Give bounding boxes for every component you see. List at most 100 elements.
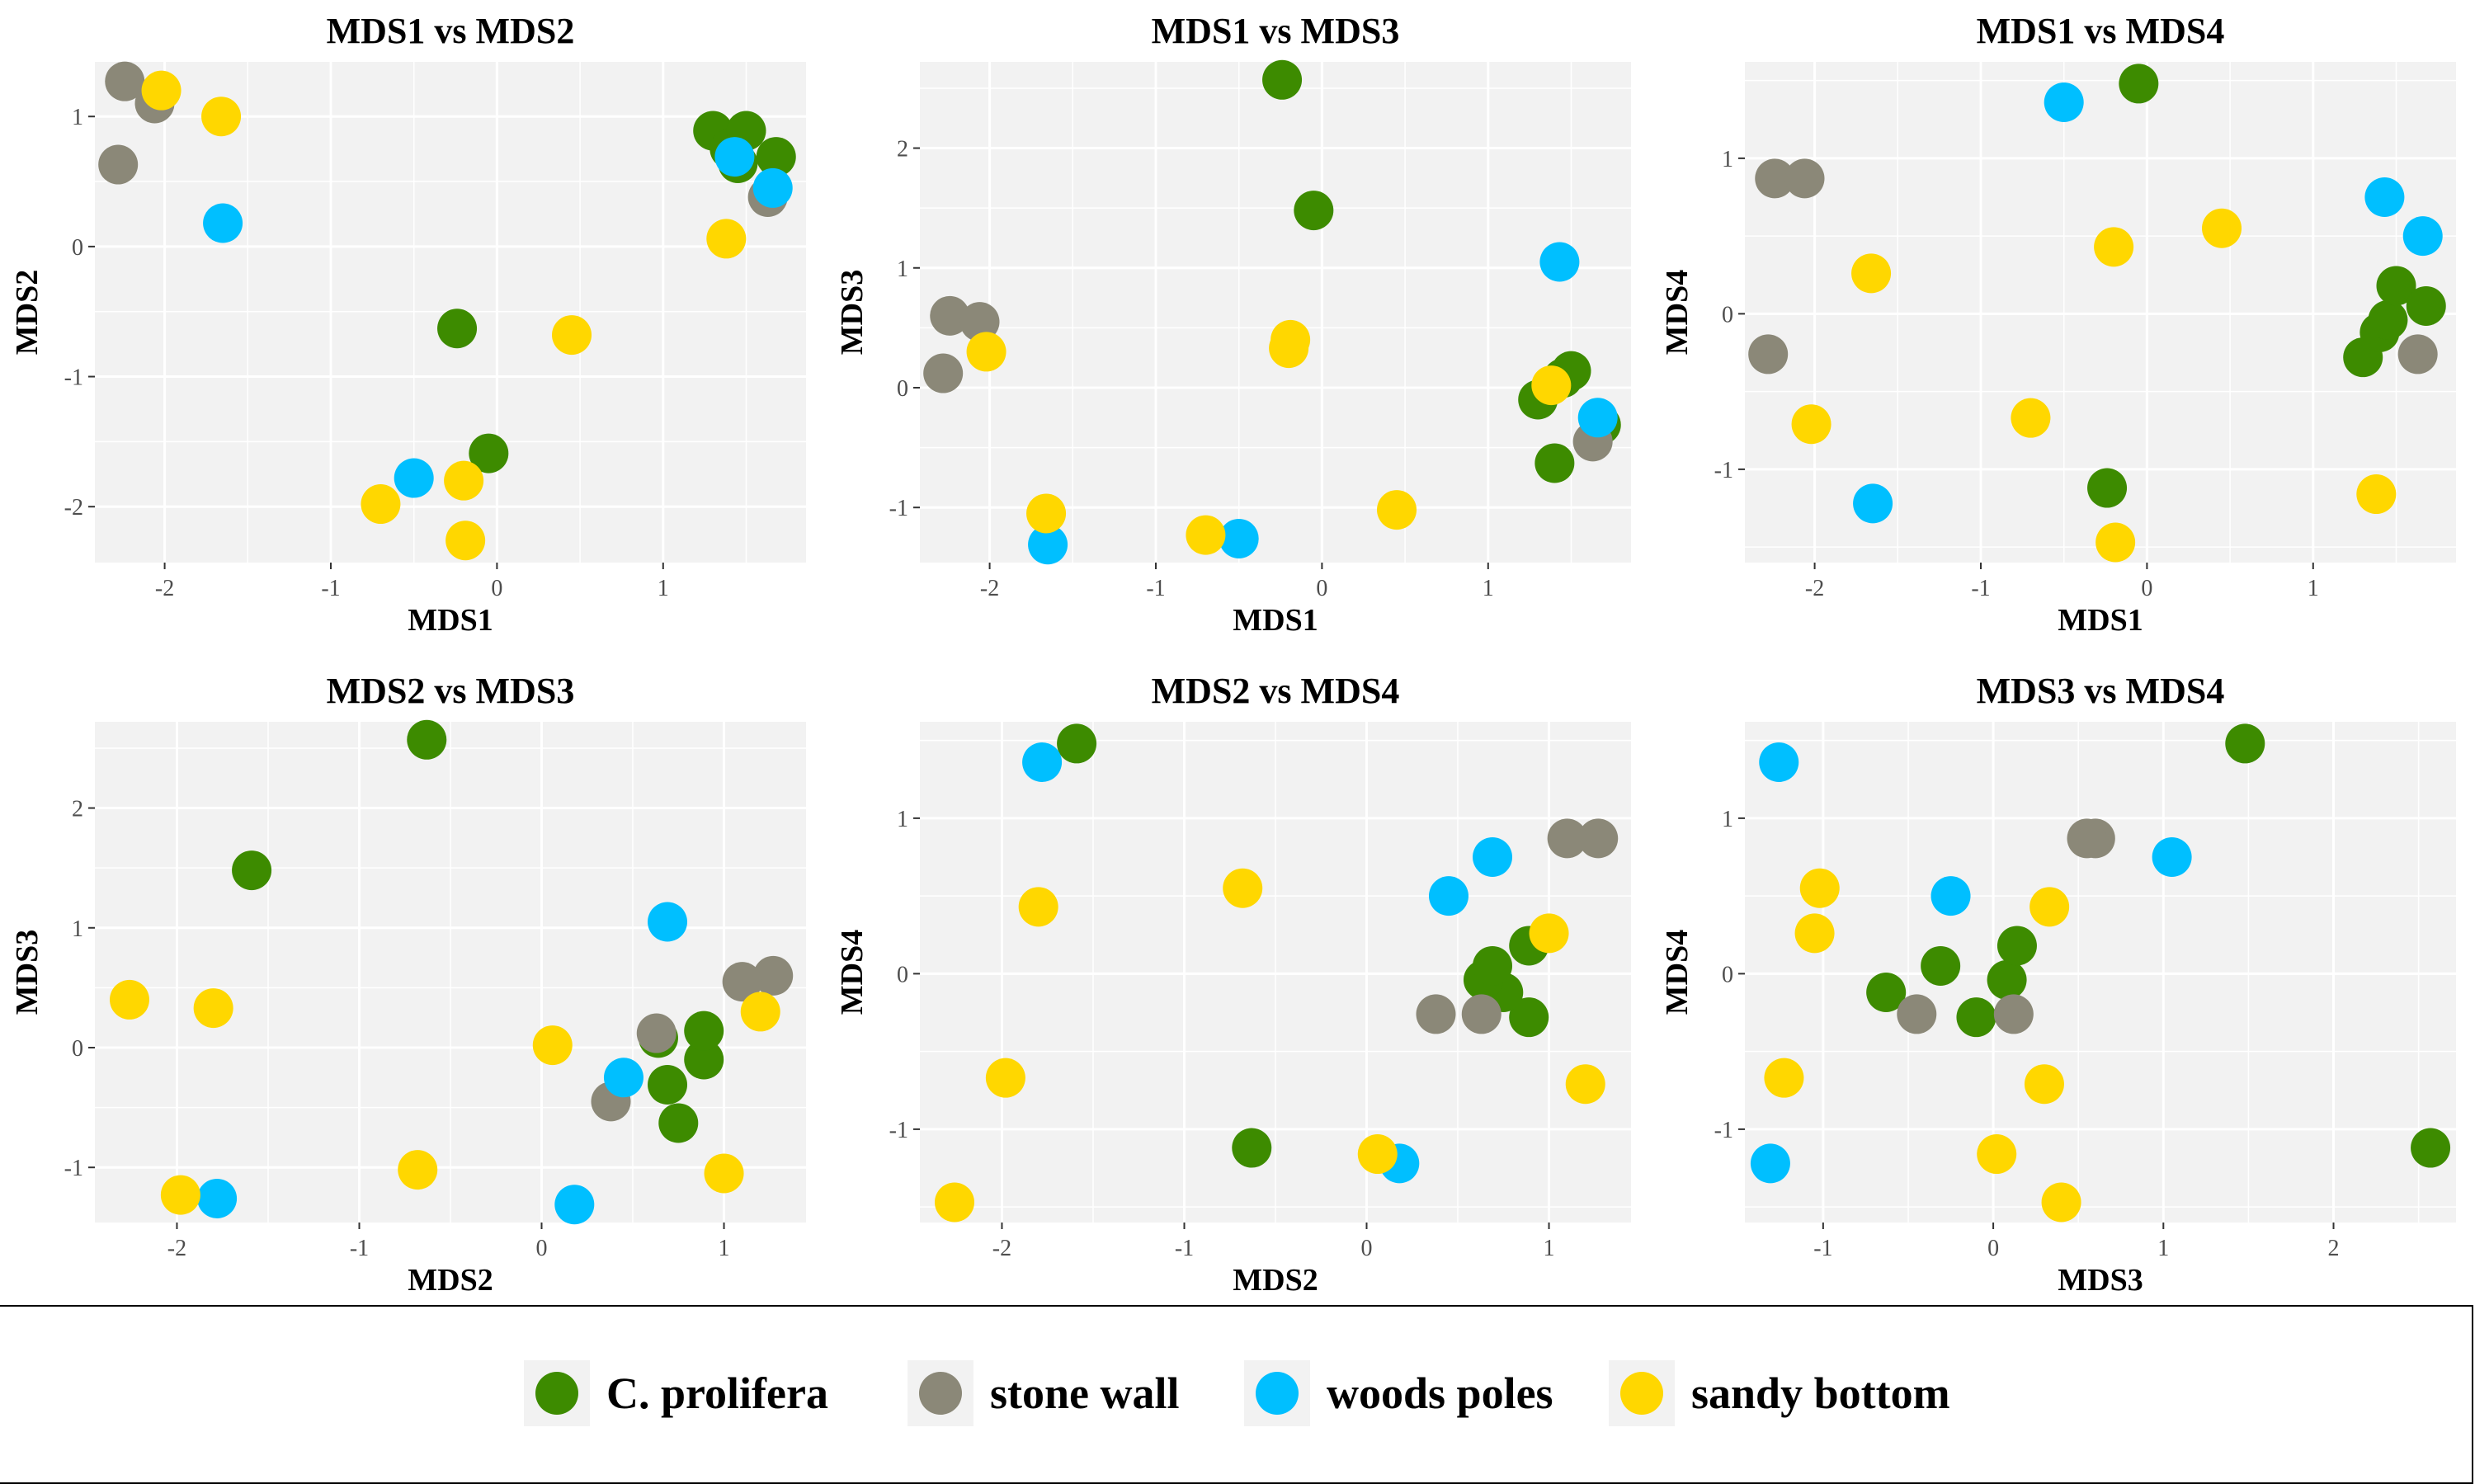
data-point-woods-poles xyxy=(1428,876,1468,916)
legend-item-woods-poles: woods poles xyxy=(1244,1360,1553,1426)
data-point-stone-wall xyxy=(959,302,1000,342)
data-point-c-prolifera xyxy=(1534,443,1575,483)
legend-label: sandy bottom xyxy=(1691,1369,1950,1418)
data-point-stone-wall xyxy=(1993,994,2034,1034)
data-point-c-prolifera xyxy=(1866,973,1907,1013)
x-tick-label: -2 xyxy=(980,576,999,601)
data-point-stone-wall xyxy=(930,295,970,336)
y-axis-label: MDS3 xyxy=(10,930,45,1015)
x-tick-label: 1 xyxy=(719,1236,730,1261)
data-point-sandy-bottom xyxy=(160,1175,200,1215)
data-point-stone-wall xyxy=(1547,818,1587,859)
x-tick-label: -2 xyxy=(992,1236,1011,1261)
data-point-sandy-bottom xyxy=(361,484,401,525)
data-point-stone-wall xyxy=(1748,334,1789,375)
data-point-sandy-bottom xyxy=(532,1025,573,1066)
legend-label: woods poles xyxy=(1327,1369,1553,1418)
y-axis-label: MDS4 xyxy=(1660,930,1695,1015)
data-point-c-prolifera xyxy=(1057,723,1097,764)
x-tick-label: -1 xyxy=(350,1236,369,1261)
x-tick-label: 0 xyxy=(1316,576,1327,601)
y-tick-label: 1 xyxy=(1722,807,1733,832)
y-tick-label: -1 xyxy=(64,365,83,391)
data-point-sandy-bottom xyxy=(1026,493,1067,534)
x-tick-label: 1 xyxy=(1483,576,1494,601)
data-point-woods-poles xyxy=(603,1058,644,1098)
data-point-stone-wall xyxy=(98,144,139,185)
data-point-woods-poles xyxy=(1853,483,1893,524)
data-point-c-prolifera xyxy=(2119,64,2159,104)
data-point-stone-wall xyxy=(1461,994,1502,1034)
legend-item-stone-wall: stone wall xyxy=(908,1360,1180,1426)
legend-key xyxy=(1609,1360,1675,1426)
data-point-sandy-bottom xyxy=(141,70,182,111)
data-point-sandy-bottom xyxy=(2202,208,2242,248)
data-point-woods-poles xyxy=(752,167,793,208)
x-tick-label: -2 xyxy=(1805,576,1824,601)
x-axis-label: MDS2 xyxy=(1233,1263,1318,1298)
data-point-woods-poles xyxy=(1028,525,1068,565)
data-point-woods-poles xyxy=(1759,742,1799,783)
y-tick-label: 0 xyxy=(72,1036,83,1062)
data-point-stone-wall xyxy=(753,955,794,996)
x-axis-label: MDS1 xyxy=(408,603,493,638)
data-point-c-prolifera xyxy=(2225,723,2265,764)
data-point-c-prolifera xyxy=(1996,926,2037,966)
y-tick-label: -1 xyxy=(889,1118,908,1143)
data-point-woods-poles xyxy=(2044,82,2084,123)
data-point-stone-wall xyxy=(923,353,964,393)
y-tick-label: -1 xyxy=(1714,458,1733,483)
y-tick-label: 1 xyxy=(72,916,83,942)
sandy-bottom-swatch-icon xyxy=(1620,1372,1663,1415)
stone-wall-swatch-icon xyxy=(919,1372,962,1415)
x-tick-label: -1 xyxy=(1813,1236,1832,1261)
data-point-sandy-bottom xyxy=(1270,319,1311,360)
data-point-woods-poles xyxy=(203,203,243,243)
data-point-sandy-bottom xyxy=(193,988,233,1029)
y-tick-label: -1 xyxy=(1714,1118,1733,1143)
data-point-sandy-bottom xyxy=(1565,1064,1605,1105)
x-tick-label: -2 xyxy=(167,1236,186,1261)
data-point-c-prolifera xyxy=(658,1103,699,1143)
x-tick-label: 0 xyxy=(1361,1236,1373,1261)
panel-title: MDS2 vs MDS4 xyxy=(1152,671,1400,711)
data-point-sandy-bottom xyxy=(1018,887,1058,927)
panel-mds2-vs-mds4: -2 -1 0 1 -1 0 1 MDS2 vs MDS4 MDS2 MDS4 xyxy=(835,671,1631,1298)
panel-mds2-vs-mds3: -2 -1 0 1 -1 0 1 2 MDS2 vs MDS3 MDS2 MDS3 xyxy=(10,671,806,1298)
x-tick-label: -1 xyxy=(1175,1236,1194,1261)
data-point-sandy-bottom xyxy=(2011,398,2051,438)
x-tick-label: 0 xyxy=(2141,576,2152,601)
data-point-sandy-bottom xyxy=(1977,1134,2017,1175)
data-point-sandy-bottom xyxy=(1186,515,1226,555)
c-prolifera-swatch-icon xyxy=(535,1372,578,1415)
data-point-woods-poles xyxy=(2364,177,2405,218)
data-point-woods-poles xyxy=(1930,876,1971,916)
data-point-c-prolifera xyxy=(648,1065,688,1105)
data-point-stone-wall xyxy=(2067,818,2107,859)
y-axis-label: MDS3 xyxy=(835,270,870,355)
x-tick-label: 1 xyxy=(658,576,669,601)
x-tick-label: 1 xyxy=(2157,1236,2169,1261)
panel-title: MDS1 vs MDS4 xyxy=(1977,11,2225,51)
data-point-sandy-bottom xyxy=(740,992,780,1032)
y-tick-label: 2 xyxy=(897,137,908,163)
data-point-c-prolifera xyxy=(1294,191,1334,231)
data-point-sandy-bottom xyxy=(1529,913,1569,954)
y-axis-label: MDS4 xyxy=(835,930,870,1015)
x-axis-label: MDS3 xyxy=(2058,1263,2143,1298)
data-point-sandy-bottom xyxy=(109,979,149,1020)
data-point-sandy-bottom xyxy=(2024,1064,2064,1105)
x-axis-label: MDS1 xyxy=(2058,603,2143,638)
data-point-stone-wall xyxy=(105,61,145,101)
panel-mds1-vs-mds4: -2 -1 0 1 -1 0 1 MDS1 vs MDS4 MDS1 MDS4 xyxy=(1660,11,2456,638)
data-point-sandy-bottom xyxy=(1799,868,1840,908)
data-point-sandy-bottom xyxy=(2096,522,2136,563)
data-point-sandy-bottom xyxy=(985,1058,1025,1098)
plot-background xyxy=(1745,722,2456,1223)
legend-key xyxy=(908,1360,974,1426)
data-point-woods-poles xyxy=(1577,398,1618,438)
data-point-stone-wall xyxy=(1416,994,1456,1034)
data-point-woods-poles xyxy=(2152,837,2192,878)
data-point-c-prolifera xyxy=(407,719,447,760)
